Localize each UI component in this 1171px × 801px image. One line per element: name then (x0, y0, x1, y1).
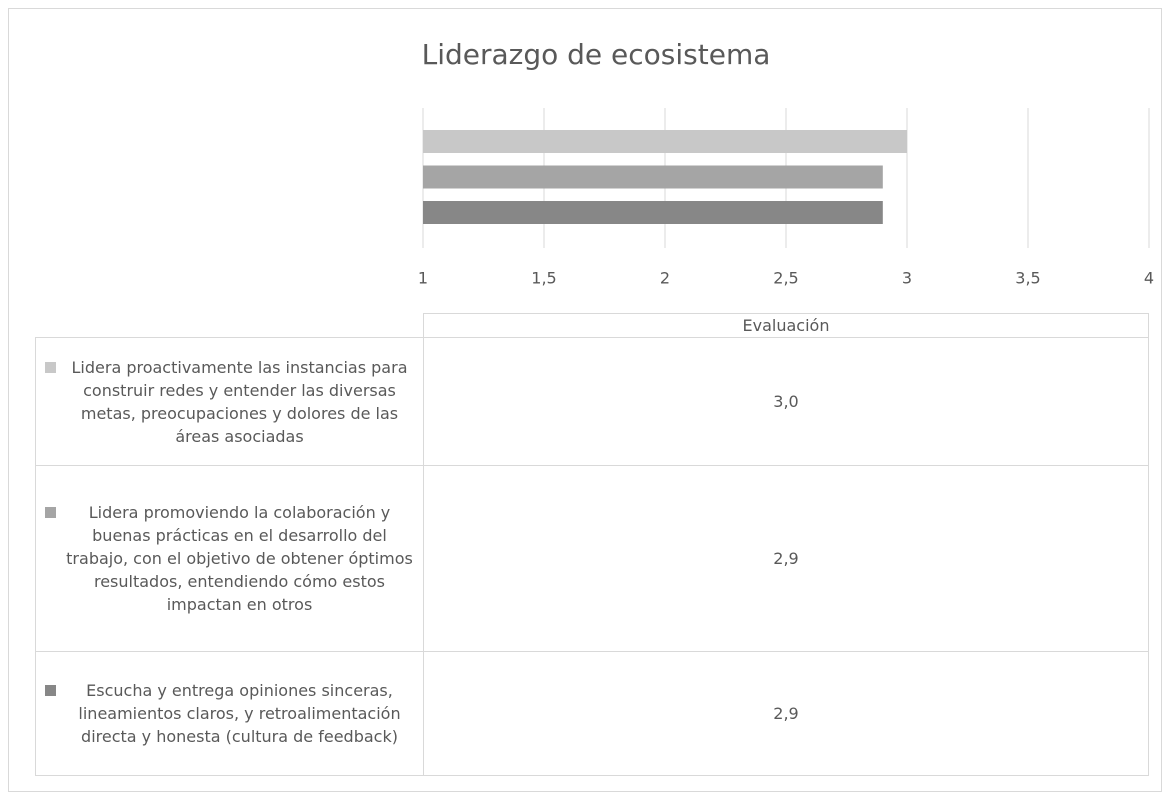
series-cell: Lidera proactivamente las instancias par… (35, 337, 424, 466)
chart-frame (8, 8, 1162, 792)
table-header: Evaluación (423, 313, 1149, 338)
legend-key (45, 507, 56, 518)
x-tick-label: 1 (418, 269, 428, 288)
series-cell: Lidera promoviendo la colaboración y bue… (35, 465, 424, 652)
bar (423, 130, 907, 153)
x-tick-label: 3 (902, 269, 912, 288)
value-cell: 3,0 (423, 337, 1149, 466)
x-tick-label: 1,5 (531, 269, 556, 288)
series-cell: Escucha y entrega opiniones sinceras, li… (35, 651, 424, 776)
legend-key (45, 685, 56, 696)
x-tick-label: 4 (1144, 269, 1154, 288)
x-tick-label: 2,5 (773, 269, 798, 288)
x-tick-label: 2 (660, 269, 670, 288)
series-name: Lidera proactivamente las instancias par… (71, 357, 408, 446)
chart-title: Liderazgo de ecosistema (422, 38, 771, 71)
series-name: Escucha y entrega opiniones sinceras, li… (78, 681, 401, 746)
bar (423, 201, 883, 224)
legend-key (45, 362, 56, 373)
bar (423, 165, 883, 189)
value-cell: 2,9 (423, 651, 1149, 776)
value-cell: 2,9 (423, 465, 1149, 652)
x-tick-label: 3,5 (1015, 269, 1040, 288)
series-name: Lidera promoviendo la colaboración y bue… (66, 503, 413, 614)
